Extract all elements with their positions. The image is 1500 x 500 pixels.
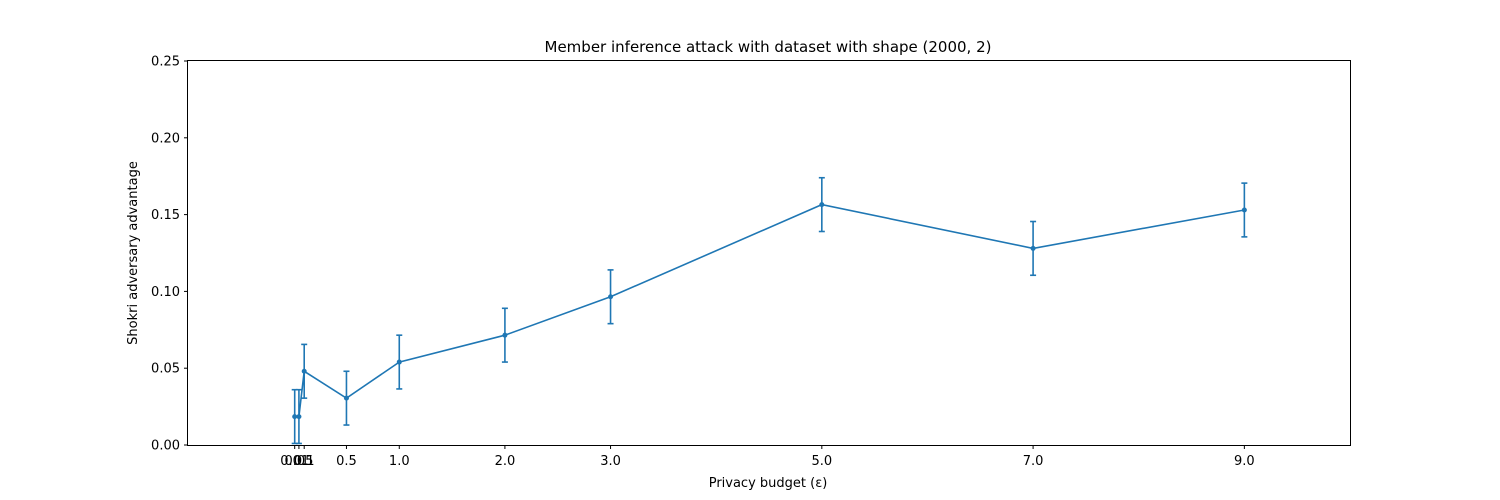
- x-tick-label: 3.0: [600, 454, 621, 469]
- y-tick-label: 0.00: [151, 439, 180, 454]
- y-tick-label: 0.10: [151, 285, 180, 300]
- data-point: [292, 414, 298, 420]
- y-tick-label: 0.15: [151, 208, 180, 223]
- x-tick-label: 5.0: [811, 454, 832, 469]
- x-tick-label: 0.05: [284, 454, 313, 469]
- x-tick-label: 0.1: [294, 454, 315, 469]
- y-tick-label: 0.05: [151, 362, 180, 377]
- series-line: [294, 203, 1245, 418]
- x-tick-label: 0.5: [336, 454, 357, 469]
- data-point: [396, 359, 402, 365]
- data-point: [343, 395, 349, 401]
- data-series: [291, 176, 1248, 445]
- x-tick-label: 0.01: [280, 454, 309, 469]
- data-point: [296, 414, 302, 420]
- x-tick-label: 9.0: [1234, 454, 1255, 469]
- data-point: [608, 294, 614, 300]
- chart-title: Member inference attack with dataset wit…: [545, 38, 992, 56]
- y-axis-label: Shokri adversary advantage: [126, 161, 141, 345]
- x-axis-label: Privacy budget (ε): [709, 476, 828, 491]
- y-tick-label: 0.20: [151, 131, 180, 146]
- data-point: [1241, 207, 1247, 213]
- x-axis-ticks: 0.010.050.1 0.5 1.0 2.0 3.0 5.0 7.0 9.0: [280, 445, 1255, 469]
- data-point: [819, 202, 825, 208]
- x-tick-label: 7.0: [1023, 454, 1044, 469]
- y-tick-label: 0.25: [151, 55, 180, 70]
- x-tick-label: 2.0: [495, 454, 516, 469]
- data-point: [301, 368, 307, 374]
- plot-frame: [187, 60, 1351, 446]
- x-tick-label: 1.0: [389, 454, 410, 469]
- data-point: [502, 332, 508, 338]
- data-point: [1030, 245, 1036, 251]
- y-axis-ticks: 0.00 0.05 0.10 0.15 0.20 0.25: [151, 55, 188, 454]
